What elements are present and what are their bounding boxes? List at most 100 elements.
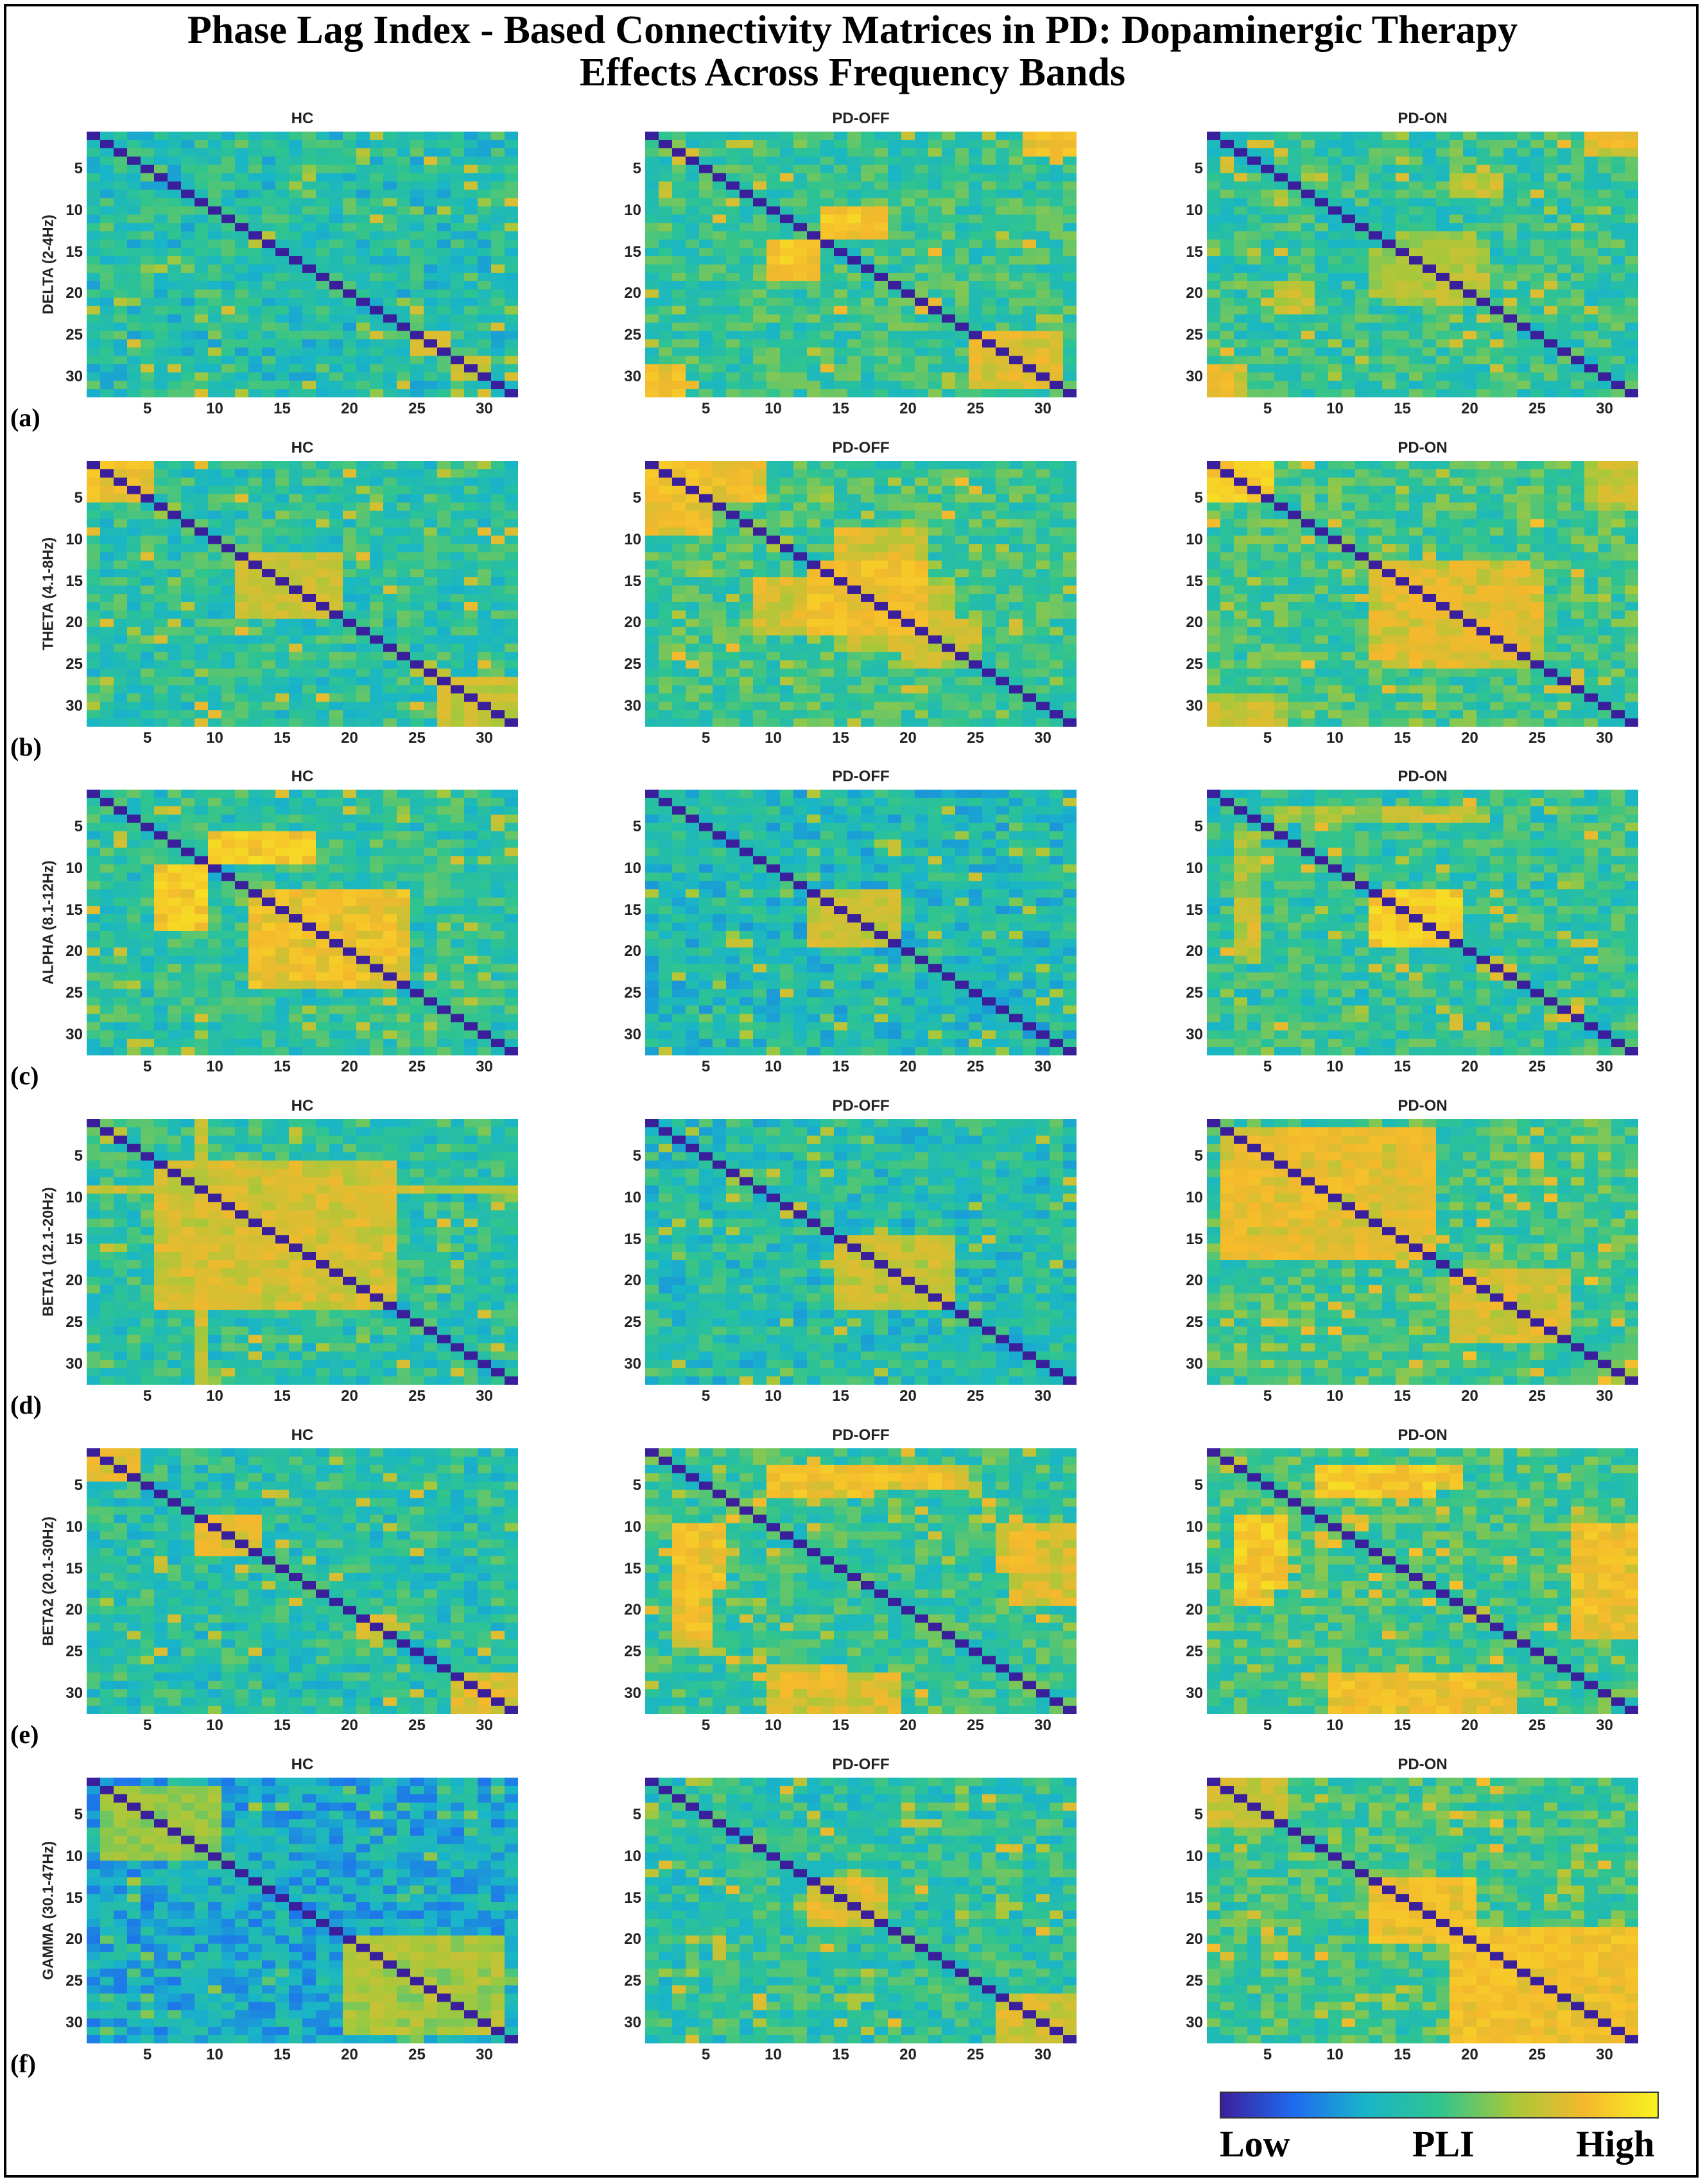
matrix-cell: [1436, 356, 1450, 365]
matrix-cell: [861, 618, 875, 628]
matrix-cell: [915, 494, 929, 503]
matrix-cell: [397, 710, 411, 719]
diagonal-cell: [834, 248, 848, 257]
matrix-cell: [861, 156, 875, 166]
matrix-cell: [740, 502, 754, 512]
matrix-cell: [1517, 297, 1531, 307]
matrix-cell: [127, 339, 141, 348]
matrix-cell: [807, 281, 821, 290]
matrix-cell: [1023, 477, 1037, 487]
matrix-cell: [1490, 339, 1504, 348]
matrix-cell: [645, 643, 659, 653]
matrix-cell: [424, 198, 438, 207]
matrix-cell: [1036, 248, 1050, 257]
matrix-cell: [181, 381, 195, 390]
matrix-cell: [370, 718, 384, 727]
matrix-cell: [659, 264, 673, 273]
matrix-cell: [1396, 214, 1410, 223]
matrix-cell: [1557, 132, 1571, 141]
matrix-cell: [1063, 314, 1077, 324]
matrix-cell: [713, 132, 727, 141]
matrix-cell: [1342, 156, 1356, 166]
matrix-cell: [451, 322, 465, 332]
matrix-cell: [181, 635, 195, 645]
matrix-cell: [847, 206, 861, 215]
matrix-cell: [672, 494, 686, 503]
matrix-cell: [726, 156, 740, 166]
matrix-cell: [505, 223, 518, 232]
matrix-cell: [141, 693, 155, 702]
matrix-cell: [807, 627, 821, 636]
matrix-cell: [1009, 256, 1023, 265]
matrix-cell: [1342, 356, 1356, 365]
matrix-cell: [464, 461, 478, 470]
matrix-cell: [766, 585, 781, 594]
matrix-cell: [356, 256, 370, 265]
matrix-cell: [451, 272, 465, 282]
matrix-cell: [901, 502, 915, 512]
matrix-cell: [753, 510, 767, 520]
matrix-cell: [740, 306, 754, 315]
matrix-cell: [901, 364, 915, 373]
diagonal-cell: [235, 223, 249, 232]
matrix-cell: [982, 256, 996, 265]
matrix-cell: [195, 189, 209, 199]
matrix-cell: [221, 535, 236, 544]
matrix-cell: [1625, 239, 1638, 248]
matrix-cell: [248, 356, 263, 365]
matrix-cell: [1247, 239, 1261, 248]
matrix-cell: [383, 685, 397, 694]
matrix-cell: [114, 164, 128, 174]
matrix-cell: [221, 189, 236, 199]
matrix-cell: [1288, 223, 1302, 232]
matrix-cell: [766, 544, 781, 553]
matrix-cell: [1009, 248, 1023, 257]
matrix-cell: [464, 494, 478, 503]
matrix-cell: [1036, 627, 1050, 636]
matrix-cell: [195, 281, 209, 290]
matrix-cell: [316, 339, 330, 348]
matrix-cell: [996, 527, 1010, 537]
matrix-cell: [248, 322, 263, 332]
matrix-cell: [208, 372, 222, 381]
matrix-cell: [888, 239, 902, 248]
matrix-cell: [343, 477, 357, 487]
diagonal-cell: [505, 718, 518, 727]
matrix-cell: [686, 668, 700, 677]
matrix-cell: [834, 181, 848, 191]
matrix-cell: [766, 560, 781, 569]
matrix-cell: [1023, 585, 1037, 594]
matrix-cell: [726, 331, 740, 340]
matrix-cell: [195, 239, 209, 248]
matrix-cell: [329, 693, 343, 702]
matrix-cell: [1611, 206, 1625, 215]
matrix-cell: [672, 248, 686, 257]
matrix-cell: [1490, 272, 1504, 282]
matrix-cell: [793, 469, 808, 478]
matrix-cell: [1261, 281, 1275, 290]
matrix-cell: [807, 297, 821, 307]
matrix-cell: [753, 306, 767, 315]
matrix-cell: [659, 594, 673, 603]
matrix-cell: [1063, 577, 1077, 586]
matrix-cell: [397, 248, 411, 257]
matrix-cell: [1261, 372, 1275, 381]
matrix-cell: [168, 677, 182, 686]
matrix-cell: [969, 477, 983, 487]
matrix-cell: [1557, 356, 1571, 365]
matrix-cell: [1220, 248, 1234, 257]
matrix-cell: [1436, 239, 1450, 248]
matrix-cell: [686, 560, 700, 569]
matrix-cell: [996, 173, 1010, 182]
matrix-cell: [1396, 306, 1410, 315]
matrix-cell: [1530, 339, 1545, 348]
matrix-cell: [659, 519, 673, 528]
matrix-cell: [996, 198, 1010, 207]
matrix-cell: [1328, 198, 1342, 207]
matrix-cell: [87, 535, 101, 544]
matrix-cell: [370, 239, 384, 248]
matrix-cell: [464, 677, 478, 686]
matrix-cell: [1544, 248, 1558, 257]
matrix-cell: [1490, 231, 1504, 240]
matrix-cell: [195, 173, 209, 182]
